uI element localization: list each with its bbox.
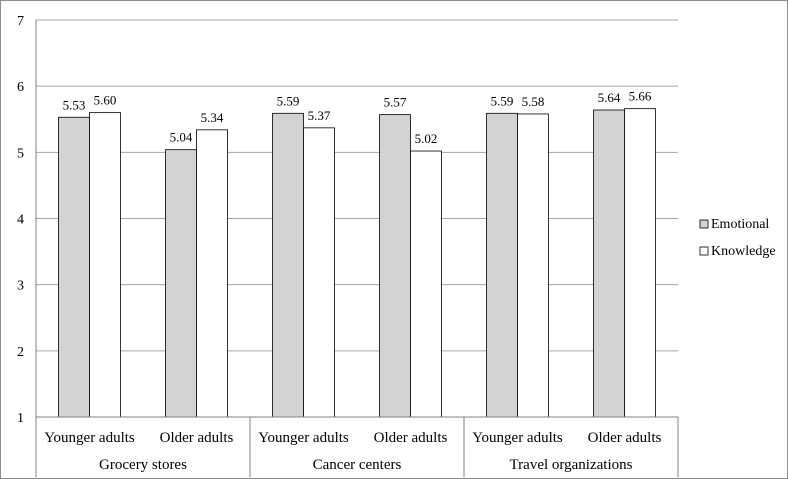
bar-emotional bbox=[165, 149, 197, 418]
y-tick-label: 4 bbox=[17, 213, 24, 228]
data-label: 5.53 bbox=[63, 97, 86, 112]
x-tick-label: Younger adults bbox=[44, 430, 135, 446]
bar-knowledge bbox=[196, 129, 228, 418]
group-label: Travel organizations bbox=[510, 457, 633, 473]
data-label: 5.59 bbox=[491, 93, 514, 108]
bars bbox=[58, 108, 656, 418]
bar-emotional bbox=[486, 112, 518, 418]
legend-swatch-emotional bbox=[699, 219, 709, 229]
y-tick-label: 2 bbox=[17, 345, 24, 360]
data-label: 5.37 bbox=[308, 108, 331, 123]
x-tick-label: Younger adults bbox=[258, 430, 349, 446]
data-label: 5.60 bbox=[94, 93, 117, 108]
legend-swatch-knowledge bbox=[699, 246, 709, 256]
x-axis: Younger adults Older adults Younger adults… bbox=[35, 416, 679, 477]
gridlines bbox=[36, 19, 678, 352]
bar-knowledge bbox=[89, 112, 121, 418]
y-tick-label: 5 bbox=[17, 146, 24, 161]
x-tick-label: Older adults bbox=[588, 430, 662, 446]
legend: Emotional Knowledge bbox=[699, 217, 776, 259]
y-tick-label: 7 bbox=[17, 14, 24, 29]
legend-label: Knowledge bbox=[711, 244, 776, 259]
data-label: 5.59 bbox=[277, 93, 300, 108]
data-label: 5.34 bbox=[201, 110, 224, 125]
legend-label: Emotional bbox=[711, 217, 769, 232]
data-label: 5.66 bbox=[629, 89, 652, 104]
y-tick-label: 6 bbox=[17, 80, 24, 95]
y-axis: 1 2 3 4 5 6 7 bbox=[17, 14, 37, 426]
data-label: 5.58 bbox=[522, 94, 545, 109]
x-tick-label: Older adults bbox=[374, 430, 448, 446]
data-label: 5.64 bbox=[598, 90, 621, 105]
bar-knowledge bbox=[410, 150, 442, 418]
data-label: 5.02 bbox=[415, 131, 438, 146]
x-tick-label: Younger adults bbox=[472, 430, 563, 446]
group-label: Cancer centers bbox=[313, 457, 402, 473]
y-tick-label: 1 bbox=[17, 411, 24, 426]
data-label: 5.04 bbox=[170, 130, 193, 145]
bar-emotional bbox=[379, 114, 411, 418]
bar-emotional bbox=[272, 112, 304, 418]
data-labels: 5.53 5.60 5.04 5.34 5.59 5.37 5.57 5.02 5.59 5.58… bbox=[63, 89, 652, 146]
y-tick-label: 3 bbox=[17, 279, 24, 294]
data-label: 5.57 bbox=[384, 95, 407, 110]
bar-knowledge bbox=[517, 113, 549, 418]
x-tick-label: Older adults bbox=[160, 430, 234, 446]
bar-emotional bbox=[58, 116, 90, 418]
bar-knowledge bbox=[624, 108, 656, 418]
bar-emotional bbox=[593, 109, 625, 418]
group-label: Grocery stores bbox=[99, 457, 187, 473]
bar-knowledge bbox=[303, 127, 335, 418]
